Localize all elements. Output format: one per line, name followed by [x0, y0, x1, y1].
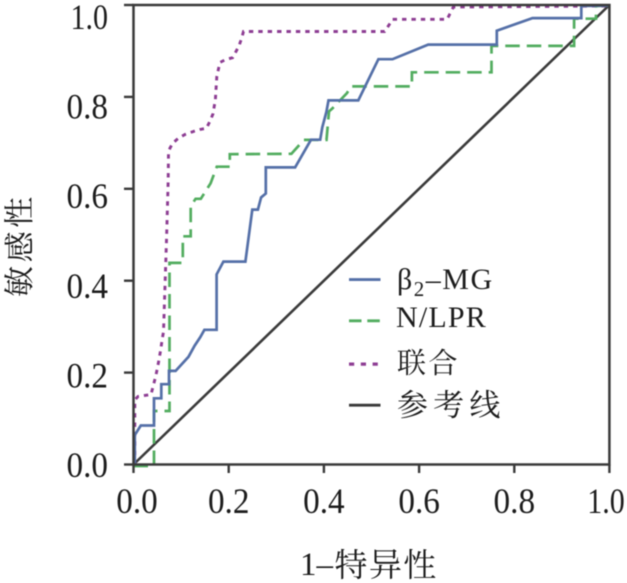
svg-text:0.6: 0.6 [398, 481, 440, 521]
svg-text:0.0: 0.0 [116, 481, 158, 521]
svg-text:0.0: 0.0 [67, 445, 109, 485]
svg-text:0.2: 0.2 [67, 355, 109, 395]
svg-text:0.2: 0.2 [208, 481, 250, 521]
svg-text:1.0: 1.0 [71, 0, 109, 37]
svg-text:β2–MG: β2–MG [397, 263, 494, 301]
svg-text:0.8: 0.8 [494, 481, 536, 521]
svg-text:N/LPR: N/LPR [396, 301, 487, 334]
svg-text:0.4: 0.4 [303, 481, 345, 521]
svg-text:0.8: 0.8 [67, 87, 109, 127]
svg-text:0.4: 0.4 [67, 266, 109, 306]
svg-text:1.0: 1.0 [587, 481, 625, 521]
svg-text:0.6: 0.6 [67, 176, 109, 216]
svg-text:1–: 1– [300, 547, 334, 583]
